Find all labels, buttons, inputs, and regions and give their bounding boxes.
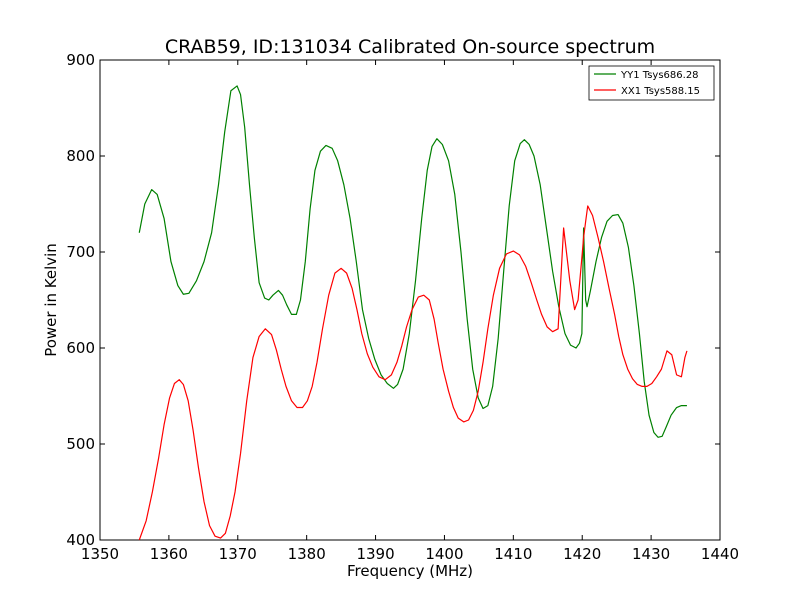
y-tick-label: 800: [66, 147, 95, 165]
chart-title: CRAB59, ID:131034 Calibrated On-source s…: [165, 36, 655, 58]
series-layer: [138, 85, 688, 541]
y-axis-label: Power in Kelvin: [42, 243, 60, 357]
y-tick-label: 900: [66, 51, 95, 69]
legend-box: [588, 65, 715, 101]
x-tick-label: 1410: [494, 545, 532, 563]
series-line-0: [138, 85, 687, 438]
series-line-1: [138, 205, 688, 541]
x-tick-label: 1350: [81, 545, 119, 563]
plot-area: 1350 1360 1370 1380 1390 1400 1410 1420 1430 1440…: [66, 51, 739, 563]
x-axis-label: Frequency (MHz): [347, 562, 473, 580]
x-tick-label: 1390: [356, 545, 394, 563]
x-tick-label: 1370: [219, 545, 257, 563]
y-tick-label: 700: [66, 243, 95, 261]
y-tick-label: 600: [66, 339, 95, 357]
legend-label-xx1: XX1 Tsys588.15: [621, 86, 700, 97]
legend: YY1 Tsys686.28 XX1 Tsys588.15: [588, 65, 715, 101]
x-tick-label: 1360: [150, 545, 188, 563]
x-tick-label: 1440: [701, 545, 739, 563]
x-tick-label: 1400: [425, 545, 463, 563]
ticks-layer: 1350 1360 1370 1380 1390 1400 1410 1420 1430 1440…: [66, 51, 739, 563]
x-tick-label: 1430: [632, 545, 670, 563]
x-tick-label: 1420: [563, 545, 601, 563]
legend-label-yy1: YY1 Tsys686.28: [620, 70, 699, 81]
x-tick-label: 1380: [288, 545, 326, 563]
y-tick-label: 400: [66, 531, 95, 549]
y-tick-label: 500: [66, 435, 95, 453]
plot-frame: [99, 59, 721, 541]
